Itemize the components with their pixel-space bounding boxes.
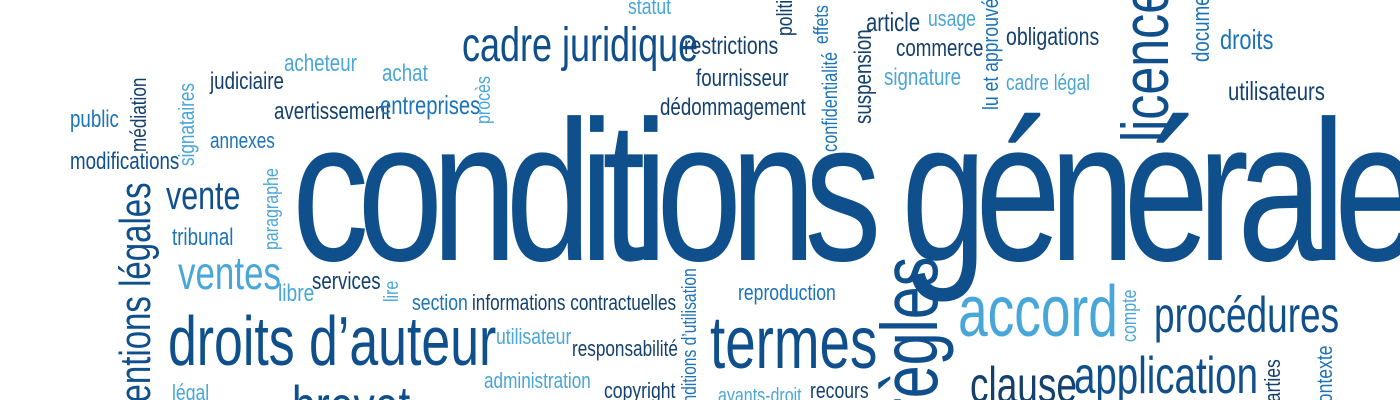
word-fournisseur: fournisseur xyxy=(696,65,789,92)
word-informations-contractuelles: informations contractuelles xyxy=(472,290,677,315)
word-brevet: brevet xyxy=(292,378,410,400)
word-politique: politique xyxy=(772,0,797,36)
word-tribunal: tribunal xyxy=(172,224,234,251)
word-achat: achat xyxy=(382,60,428,87)
word-parties: parties xyxy=(1260,359,1285,400)
word-libre: libre xyxy=(278,280,315,307)
word-utilisateurs: utilisateurs xyxy=(1228,76,1325,106)
word-obligations: obligations xyxy=(1006,23,1100,51)
word-mediation: médiation xyxy=(126,77,151,152)
word-droits: droits xyxy=(1220,24,1274,55)
word-entreprises: entreprises xyxy=(380,90,481,120)
word-cadre-legal: cadre légal xyxy=(1006,70,1090,95)
word-statut: statut xyxy=(628,0,672,19)
word-conditions-dutilisation: conditions d’utilisation xyxy=(679,268,701,400)
word-commerce: commerce xyxy=(896,35,984,62)
word-dedommagement: dédommagement xyxy=(660,94,806,121)
word-droits-dauteur: droits d’auteur xyxy=(168,302,497,380)
word-documents: documents xyxy=(1188,0,1215,63)
word-cadre-juridique: cadre juridique xyxy=(462,19,699,72)
word-ventes: ventes xyxy=(178,247,282,299)
word-utilisateur: utilisateur xyxy=(496,324,572,349)
word-effets: effets xyxy=(811,5,833,44)
word-lire: lire xyxy=(381,280,403,302)
word-vente: vente xyxy=(166,174,241,218)
word-modifications: modifications xyxy=(70,148,180,175)
word-proces: procès xyxy=(473,75,495,124)
word-lu-et-approuve: lu et approuvé xyxy=(978,0,1003,111)
word-signature: signature xyxy=(884,64,962,91)
word-responsabilite: responsabilité xyxy=(572,336,678,361)
word-services: services xyxy=(312,268,381,295)
word-licence: licence xyxy=(1108,0,1182,143)
word-reproduction: reproduction xyxy=(738,280,836,305)
word-avertissement: avertissement xyxy=(274,98,391,125)
word-paragraphe: paragraphe xyxy=(261,168,283,250)
word-contexte: contexte xyxy=(1312,345,1337,400)
word-suspension: suspension xyxy=(850,29,877,125)
word-acheteur: acheteur xyxy=(284,50,357,77)
word-recours: recours xyxy=(810,378,869,400)
word-section: section xyxy=(412,290,468,315)
word-regles: règles xyxy=(865,256,954,400)
word-termes: termes xyxy=(710,301,878,384)
word-public: public xyxy=(70,106,119,133)
word-accord: accord xyxy=(958,272,1118,352)
word-confidentialite: confidentialité xyxy=(819,51,842,152)
word-legal: légal xyxy=(172,380,210,400)
word-ayants-droit: ayants-droit xyxy=(718,385,802,400)
word-article: article xyxy=(866,7,921,37)
word-mentions-legales: mentions légales xyxy=(111,182,160,400)
word-procedures: procédures xyxy=(1154,287,1340,343)
word-administration: administration xyxy=(484,368,591,393)
word-application: application xyxy=(1074,347,1258,400)
word-copyright: copyright xyxy=(604,378,676,400)
word-judiciaire: judiciaire xyxy=(210,68,284,95)
word-annexes: annexes xyxy=(210,128,275,153)
word-signataires: signataires xyxy=(174,83,199,166)
word-usage: usage xyxy=(928,6,976,31)
word-clause: clause xyxy=(970,357,1077,400)
word-restrictions: restrictions xyxy=(684,32,779,60)
word-conditions-generales: conditions générales xyxy=(292,80,1400,303)
word-compte: compte xyxy=(1119,289,1141,342)
